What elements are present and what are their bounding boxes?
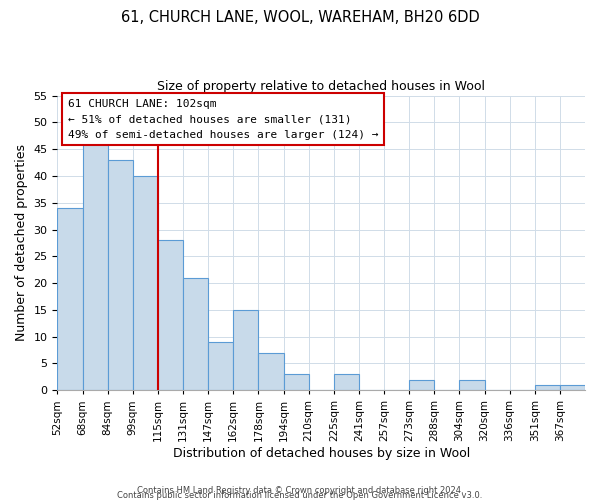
Bar <box>133 176 158 390</box>
Bar <box>158 240 183 390</box>
Bar <box>334 374 359 390</box>
Bar <box>107 160 133 390</box>
Text: 61, CHURCH LANE, WOOL, WAREHAM, BH20 6DD: 61, CHURCH LANE, WOOL, WAREHAM, BH20 6DD <box>121 10 479 25</box>
Bar <box>284 374 308 390</box>
Bar <box>183 278 208 390</box>
Text: 61 CHURCH LANE: 102sqm
← 51% of detached houses are smaller (131)
49% of semi-de: 61 CHURCH LANE: 102sqm ← 51% of detached… <box>68 98 379 140</box>
Bar <box>58 208 83 390</box>
Title: Size of property relative to detached houses in Wool: Size of property relative to detached ho… <box>157 80 485 93</box>
Bar <box>83 144 107 390</box>
Bar <box>409 380 434 390</box>
Text: Contains HM Land Registry data © Crown copyright and database right 2024.: Contains HM Land Registry data © Crown c… <box>137 486 463 495</box>
X-axis label: Distribution of detached houses by size in Wool: Distribution of detached houses by size … <box>173 447 470 460</box>
Bar <box>460 380 485 390</box>
Text: Contains public sector information licensed under the Open Government Licence v3: Contains public sector information licen… <box>118 491 482 500</box>
Bar <box>208 342 233 390</box>
Bar <box>535 385 560 390</box>
Y-axis label: Number of detached properties: Number of detached properties <box>15 144 28 342</box>
Bar <box>560 385 585 390</box>
Bar <box>259 353 284 391</box>
Bar <box>233 310 259 390</box>
